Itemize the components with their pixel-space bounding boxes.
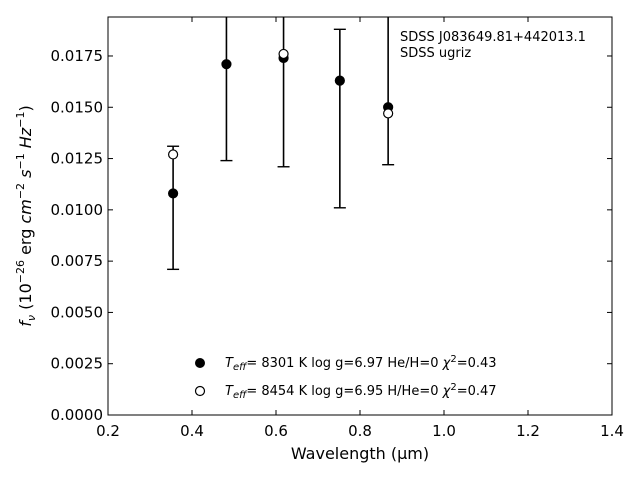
data-point-open: [278, 48, 289, 60]
y-tick-label: 0.0075: [51, 252, 104, 270]
legend-marker-open: [194, 385, 206, 397]
data-point-filled: [221, 59, 232, 70]
data-point-filled: [168, 188, 179, 199]
y-tick-label: 0.0025: [51, 355, 104, 373]
x-tick-label: 0.2: [96, 422, 120, 440]
x-tick-label: 1.4: [600, 422, 624, 440]
y-tick-label: 0.0100: [51, 201, 104, 219]
y-tick-label: 0.0175: [51, 47, 104, 65]
legend-entry-2: Teff= 8454 K log g=6.95 H/He=0 χ2=0.47: [225, 382, 497, 401]
x-tick-label: 0.6: [264, 422, 288, 440]
legend: Teff= 8301 K log g=6.97 He/H=0 χ2=0.43 T…: [194, 354, 497, 401]
x-tick-label: 0.4: [180, 422, 204, 440]
annotation-filter: SDSS ugriz: [400, 46, 471, 61]
plot-area: [107, 16, 613, 416]
data-markers: [168, 48, 394, 199]
axis-ticks: 0.2 0.4 0.6 0.8 1.0 1.2 1.4 0.0000 0.0025 0.0050 0…: [51, 17, 624, 440]
x-tick-label: 0.8: [348, 422, 372, 440]
data-point-open: [168, 149, 179, 160]
legend-entry-1: Teff= 8301 K log g=6.97 He/H=0 χ2=0.43: [225, 354, 497, 373]
legend-marker-filled: [195, 358, 205, 368]
data-point-filled: [334, 75, 345, 86]
y-tick-label: 0.0125: [51, 150, 104, 168]
error-bars: [167, 17, 395, 271]
annotation-object: SDSS J083649.81+442013.1: [400, 30, 586, 45]
x-tick-label: 1.2: [516, 422, 540, 440]
y-axis-label: fν (10−26 erg cm−2 s−1 Hz−1): [14, 105, 38, 326]
y-tick-label: 0.0050: [51, 303, 104, 321]
data-point-open: [383, 108, 394, 119]
x-axis-label: Wavelength (μm): [291, 444, 429, 463]
y-tick-label: 0.0150: [51, 98, 104, 116]
y-tick-label: 0.0000: [51, 406, 104, 424]
x-tick-label: 1.0: [432, 422, 456, 440]
